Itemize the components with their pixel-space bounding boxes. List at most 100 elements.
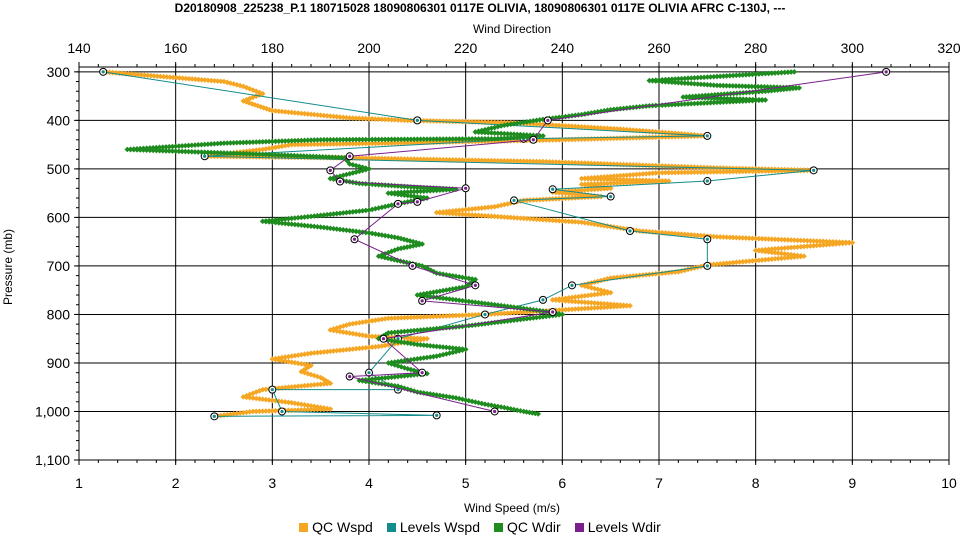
data-point (727, 98, 733, 105)
data-point (733, 259, 740, 266)
data-point (772, 249, 778, 256)
data-point (669, 163, 675, 170)
level-marker-dot (512, 198, 516, 203)
data-point (317, 112, 324, 119)
data-point (681, 75, 688, 82)
data-point (130, 146, 137, 153)
data-point (311, 350, 318, 356)
data-point (404, 314, 411, 321)
data-point (553, 297, 559, 303)
data-point (443, 210, 450, 217)
data-point (314, 223, 321, 230)
data-point (572, 123, 579, 130)
data-point (756, 71, 762, 77)
data-point (846, 240, 852, 246)
level-marker-dot (609, 194, 613, 199)
data-point (263, 396, 269, 403)
legend-item-levels-wspd[interactable]: Levels Wspd (386, 519, 480, 535)
data-point (388, 140, 395, 146)
data-point (437, 156, 443, 163)
data-point (185, 148, 192, 155)
data-point (678, 169, 685, 176)
data-point (420, 342, 427, 349)
data-point (511, 131, 517, 138)
chart-title: D20180908_225238_P.1 180715028 180908063… (174, 1, 786, 15)
y-tick-label-5: 800 (47, 306, 71, 322)
data-point (298, 141, 305, 148)
data-point (424, 326, 430, 333)
data-point (446, 118, 453, 125)
data-point (643, 179, 649, 185)
data-point (546, 159, 553, 165)
data-point (456, 157, 463, 163)
data-point (157, 73, 164, 80)
data-point (749, 71, 756, 78)
data-point (717, 234, 724, 240)
data-point (495, 310, 501, 317)
data-point (343, 346, 350, 353)
legend-item-qc-wspd[interactable]: QC Wspd (299, 519, 373, 535)
data-point (372, 140, 379, 147)
data-point (546, 217, 553, 223)
data-point (672, 163, 678, 170)
data-point (469, 212, 475, 218)
data-point (727, 168, 733, 175)
data-point (765, 256, 772, 263)
data-point (565, 123, 572, 129)
data-point (132, 71, 138, 78)
data-point (820, 242, 827, 248)
data-point (327, 380, 334, 387)
data-point (353, 115, 359, 122)
data-point (778, 236, 785, 243)
data-point (617, 176, 624, 183)
level-marker-dot (570, 283, 574, 287)
data-point (359, 115, 366, 122)
level-marker-dot (531, 138, 535, 142)
data-point (524, 215, 530, 222)
data-point (723, 168, 730, 175)
data-point (359, 345, 366, 351)
data-point (591, 305, 598, 311)
data-point (350, 136, 356, 143)
data-point (466, 206, 472, 213)
data-point (511, 309, 517, 316)
data-point (482, 129, 488, 136)
data-point (746, 97, 753, 104)
legend-item-levels-wdir[interactable]: Levels Wdir (574, 519, 661, 535)
data-point (672, 76, 678, 82)
data-point (353, 228, 359, 235)
data-point (282, 399, 289, 405)
data-point (282, 216, 289, 222)
data-point (250, 395, 256, 401)
legend-item-qc-wdir[interactable]: QC Wdir (494, 519, 561, 535)
data-point (672, 79, 678, 86)
data-point (382, 136, 388, 143)
data-point (533, 158, 540, 165)
data-point (324, 136, 330, 143)
data-point (594, 124, 601, 131)
data-point (743, 168, 749, 175)
data-point (466, 157, 472, 163)
data-point (440, 136, 446, 142)
data-point (311, 141, 318, 148)
data-point (507, 310, 514, 316)
x-tick-label-3: 4 (365, 475, 373, 491)
data-point (755, 83, 761, 90)
data-point (507, 135, 514, 141)
y-tick-label-7: 1,000 (35, 403, 70, 419)
data-point (375, 375, 382, 382)
x2-tick-label-8: 300 (841, 40, 865, 56)
data-point (804, 237, 811, 244)
data-point (433, 343, 440, 350)
data-point (775, 69, 782, 76)
data-point (775, 255, 782, 262)
data-point (730, 234, 736, 241)
data-point (340, 226, 347, 233)
data-point (385, 116, 392, 123)
level-marker-dot (435, 413, 439, 417)
data-point (256, 396, 263, 402)
data-point (478, 136, 485, 142)
data-point (630, 273, 637, 279)
data-point (462, 136, 469, 142)
data-point (466, 312, 472, 318)
